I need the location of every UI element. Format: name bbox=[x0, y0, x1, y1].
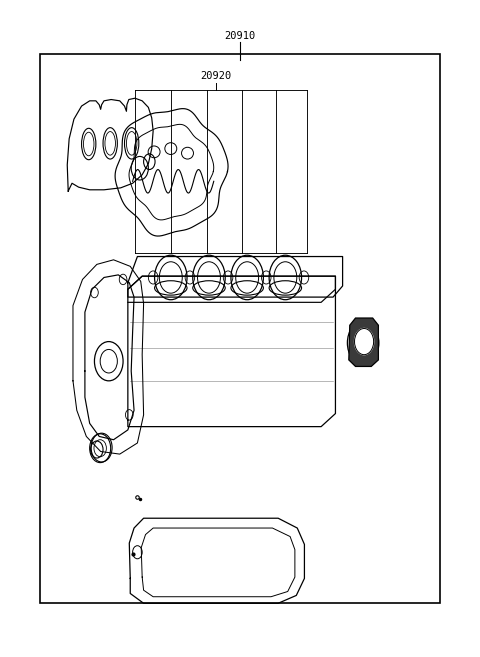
Text: 20910: 20910 bbox=[224, 31, 256, 41]
Text: 20920: 20920 bbox=[201, 71, 232, 81]
Bar bbox=[39, 54, 441, 603]
Circle shape bbox=[355, 328, 373, 355]
Polygon shape bbox=[349, 318, 378, 367]
